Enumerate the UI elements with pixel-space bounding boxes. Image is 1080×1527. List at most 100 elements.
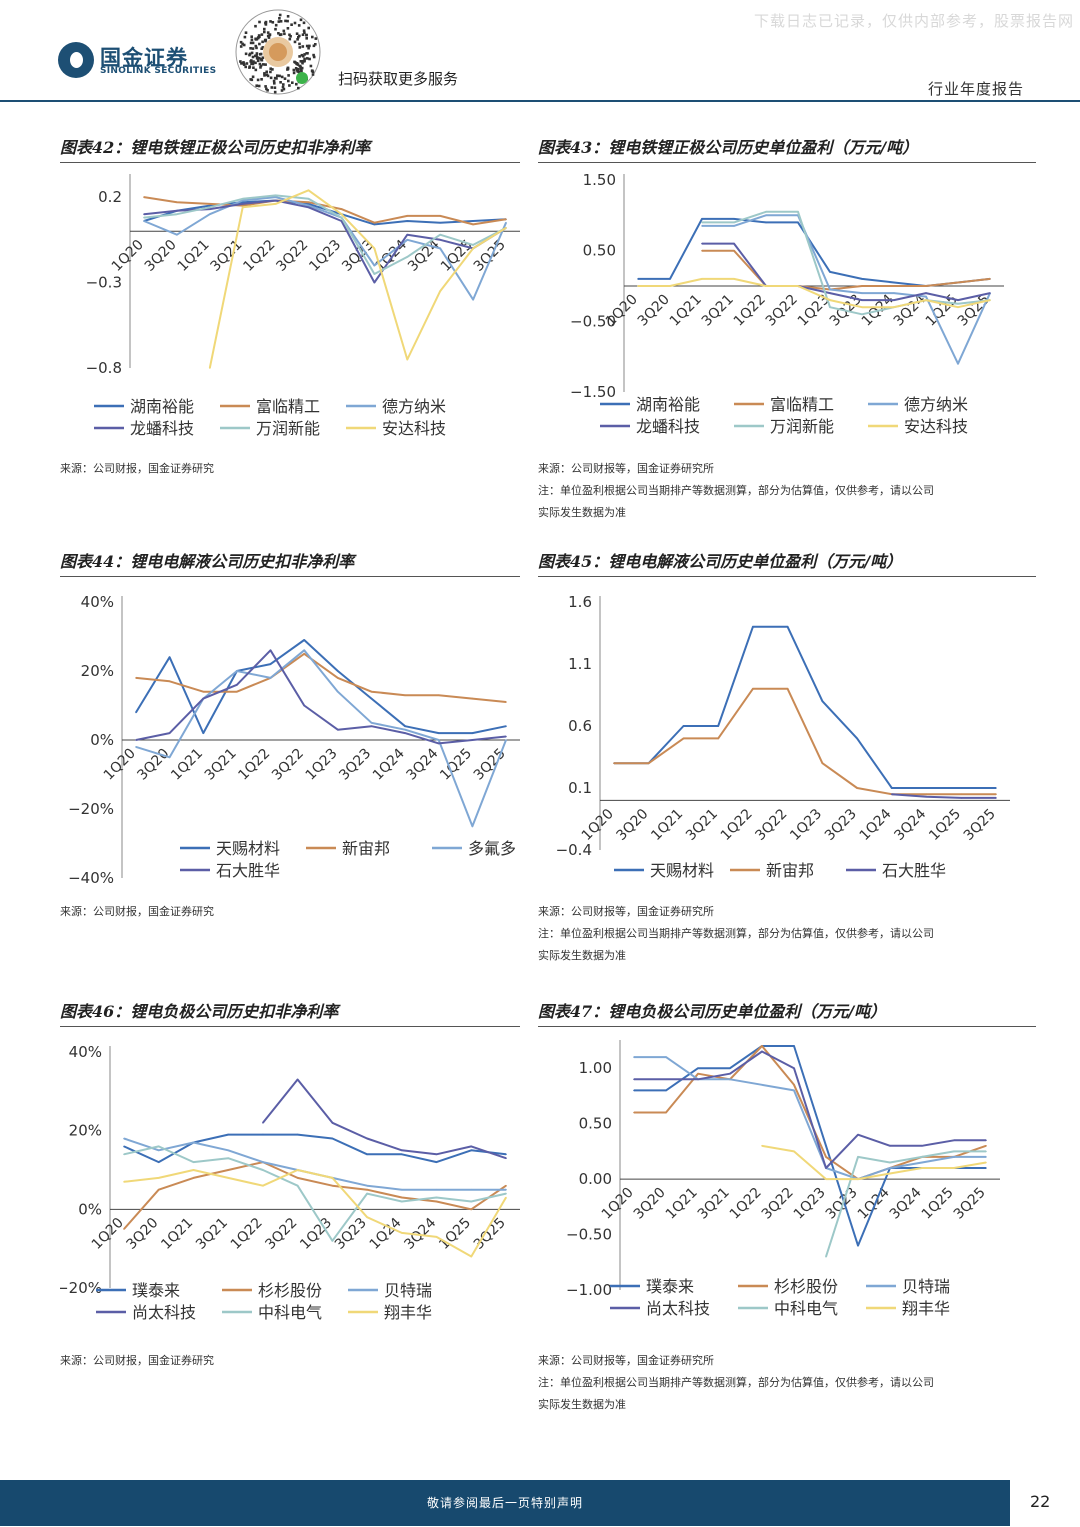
- data-point: [227, 1133, 229, 1136]
- data-point: [665, 1056, 667, 1058]
- legend-label: 璞泰来: [132, 1281, 180, 1300]
- data-point: [406, 233, 409, 236]
- data-point: [437, 694, 440, 696]
- data-point: [470, 1208, 473, 1211]
- qr-dot: [311, 69, 314, 72]
- series-line: [262, 1078, 507, 1160]
- data-point: [797, 285, 799, 287]
- data-point: [861, 292, 863, 294]
- data-point: [401, 1196, 403, 1199]
- data-point: [241, 203, 244, 205]
- data-point: [793, 1084, 795, 1086]
- data-point: [241, 201, 244, 203]
- qr-dot: [279, 20, 283, 23]
- data-point: [366, 1137, 368, 1140]
- data-point: [953, 1139, 955, 1142]
- qr-dot: [259, 64, 263, 68]
- qr-dot: [260, 47, 263, 50]
- qr-dot: [265, 70, 268, 74]
- data-point: [825, 1255, 827, 1258]
- data-point: [437, 739, 440, 741]
- data-point: [472, 220, 474, 222]
- data-point: [236, 690, 238, 693]
- series-line: [891, 793, 996, 799]
- data-point: [227, 1149, 229, 1152]
- data-point: [857, 1244, 859, 1247]
- y-tick-label: 0.6: [568, 717, 592, 735]
- qr-dot: [282, 29, 286, 33]
- data-point: [893, 281, 895, 284]
- data-point: [505, 735, 507, 738]
- data-point: [825, 1178, 827, 1180]
- x-tick-label: 3Q21: [699, 292, 737, 330]
- y-tick-label: 0.2: [98, 188, 122, 206]
- data-point: [370, 722, 373, 724]
- qr-dot: [283, 77, 287, 80]
- qr-dot: [287, 79, 290, 83]
- disclaimer-link[interactable]: 敬请参阅最后一页特别声明: [426, 1496, 583, 1510]
- figure-45: 图表45：锂电电解液公司历史单位盈利（万元/吨） 1.6 1.1 0.6 0.1 −0.…: [538, 548, 1038, 968]
- qr-dot: [290, 23, 293, 26]
- qr-dot: [309, 64, 313, 68]
- qr-dot: [301, 59, 305, 63]
- legend-label: 天赐材料: [650, 861, 714, 880]
- data-point: [192, 1177, 195, 1179]
- data-point: [857, 1156, 859, 1158]
- x-tick-label: 3Q21: [193, 1215, 231, 1253]
- data-point: [366, 1216, 368, 1218]
- qr-dot: [242, 63, 246, 66]
- y-tick-label: 1.00: [579, 1059, 612, 1077]
- data-point: [472, 247, 474, 250]
- series-line: [135, 649, 507, 745]
- legend-label: 石大胜华: [882, 861, 946, 880]
- x-tick-label: 1Q23: [787, 806, 825, 844]
- series-line: [825, 1150, 986, 1258]
- data-point: [340, 220, 343, 222]
- data-point: [209, 206, 211, 209]
- figure-source: 来源：公司财报，国金证券研究: [60, 458, 214, 480]
- data-point: [143, 213, 145, 215]
- y-tick-label: −40%: [68, 869, 114, 887]
- x-tick-label: 1Q24: [370, 745, 408, 783]
- qr-dot: [286, 15, 290, 18]
- qr-dot: [305, 37, 308, 40]
- qr-dot: [305, 44, 309, 48]
- data-point: [856, 787, 858, 789]
- figure-43: 图表43：锂电铁锂正极公司历史单位盈利（万元/吨） 1.50 0.50 −0.50 −…: [538, 134, 1038, 524]
- qr-dot: [307, 26, 310, 30]
- data-point: [404, 732, 406, 734]
- data-point: [471, 697, 474, 700]
- data-point: [135, 746, 137, 748]
- data-point: [157, 1145, 160, 1148]
- data-point: [729, 1072, 731, 1075]
- data-point: [401, 1232, 403, 1234]
- data-point: [143, 220, 145, 222]
- data-point: [439, 215, 442, 217]
- data-point: [889, 1172, 891, 1175]
- data-point: [435, 1161, 438, 1163]
- qr-dot: [254, 61, 257, 65]
- data-point: [752, 688, 754, 690]
- data-point: [370, 725, 373, 727]
- data-point: [209, 208, 211, 210]
- qr-dot: [264, 21, 267, 25]
- series-line: [614, 687, 996, 796]
- qr-dot: [299, 60, 303, 63]
- qr-dot: [242, 61, 245, 64]
- data-point: [861, 285, 863, 287]
- data-point: [262, 1133, 264, 1136]
- data-point: [765, 221, 767, 224]
- data-point: [953, 1150, 955, 1153]
- x-tick-label: 1Q21: [663, 1185, 701, 1223]
- data-point: [435, 1196, 438, 1199]
- qr-dot: [259, 66, 262, 69]
- qr-dot: [263, 30, 266, 34]
- series-line: [135, 649, 507, 828]
- x-tick-label: 1Q23: [306, 237, 344, 275]
- qr-code-icon[interactable]: [234, 8, 322, 96]
- x-tick-label: 1Q22: [718, 806, 756, 844]
- data-point: [921, 1167, 923, 1169]
- x-tick-label: 1Q22: [727, 1185, 765, 1223]
- qr-dot: [251, 55, 255, 59]
- legend-label: 中科电气: [774, 1299, 838, 1318]
